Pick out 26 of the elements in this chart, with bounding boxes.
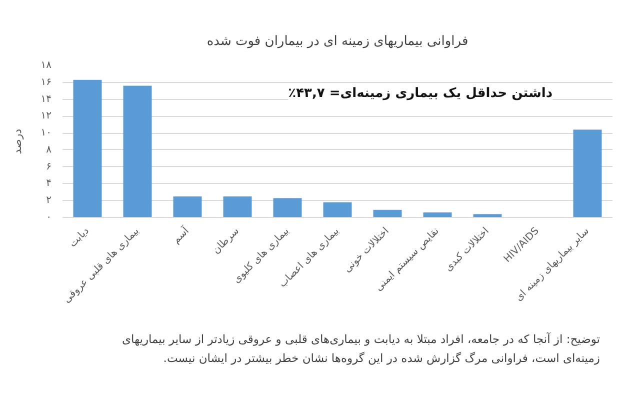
x-tick-label: دیابت [67, 226, 92, 250]
bar [173, 196, 202, 218]
x-tick-label: سرطان [210, 226, 242, 256]
y-tick-label: ۴ [46, 178, 52, 190]
y-tick-label: ۱۰ [40, 128, 52, 139]
annotation: داشتن حداقل یک بیماری زمینه‌ای= ۴۳,۷٪ [288, 86, 553, 101]
y-tick-label: ۶ [46, 161, 52, 172]
y-tick-label: ۱۶ [40, 76, 52, 88]
y-tick-label: ۱۲ [40, 110, 52, 122]
bar [373, 210, 402, 218]
y-tick-label: ۸ [46, 144, 52, 156]
bar [123, 86, 152, 218]
x-tick-label: آسم [170, 223, 192, 246]
y-tick-label: ۲ [46, 195, 52, 206]
y-tick-label: ۱۸ [40, 60, 52, 71]
x-tick-label: اختلالات کبدی [443, 226, 492, 274]
y-axis-title: درصد [10, 128, 24, 154]
y-tick-label: ۰ [46, 212, 52, 223]
bar [73, 80, 102, 218]
chart-title: فراوانی بیماریهای زمینه ای در بیماران فوت شده [206, 34, 468, 49]
bar [273, 198, 302, 218]
bar [573, 130, 602, 218]
bar [323, 202, 352, 218]
y-tick-label: ۱۴ [40, 94, 52, 105]
text: توضیح: از آنجا که در جامعه، افراد مبتلا به دیابت و بیماری‌های قلبی و عروقی زیادتر از سایر بیماریهای زمینه‌ای است، فراوانی مرگ گزارش شده در این گروه‌ها نشان خطر بیشتر در ایشان نیست. [120, 331, 600, 367]
bar [223, 196, 252, 218]
